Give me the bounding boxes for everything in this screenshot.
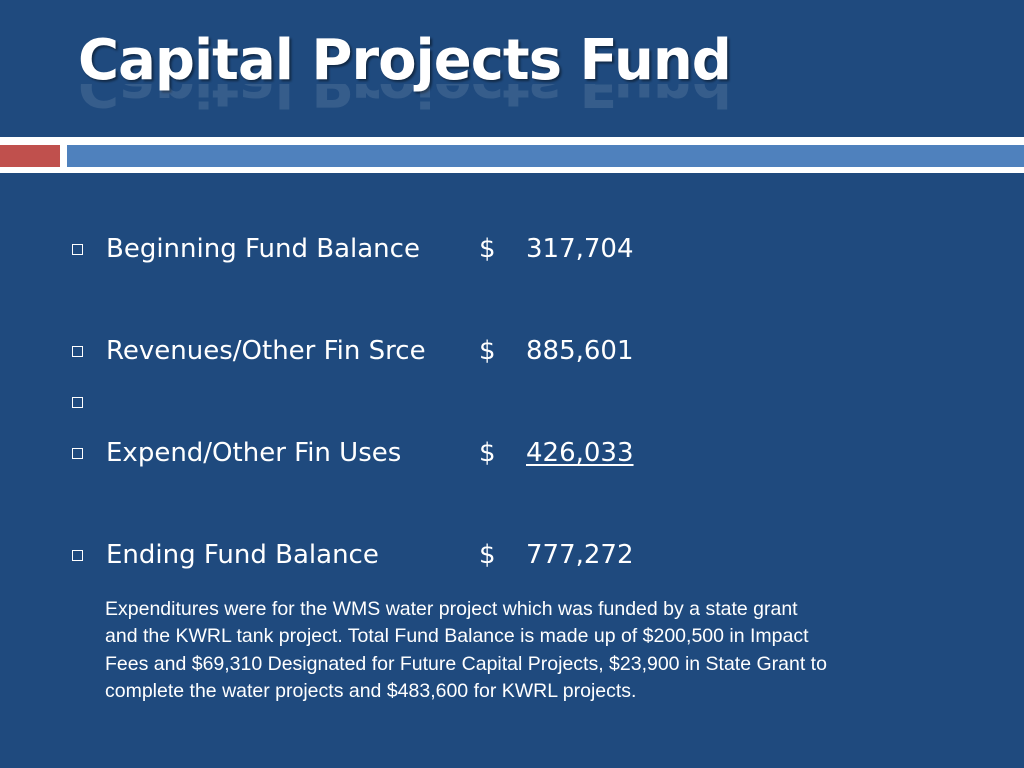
- divider-line-bottom: [0, 169, 1024, 173]
- list-item-empty: [72, 384, 772, 424]
- item-currency: $: [479, 234, 496, 264]
- hollow-square-bullet-icon: [72, 397, 83, 408]
- title-area: Capital Projects Fund Capital Projects F…: [78, 28, 778, 128]
- list-item-revenues: Revenues/Other Fin Srce $ 885,601: [72, 333, 772, 373]
- hollow-square-bullet-icon: [72, 346, 83, 357]
- item-currency: $: [479, 540, 496, 570]
- divider-line-top: [0, 137, 1024, 142]
- hollow-square-bullet-icon: [72, 550, 83, 561]
- slide-title: Capital Projects Fund: [78, 28, 732, 93]
- item-label: Revenues/Other Fin Srce: [106, 336, 426, 366]
- item-value: 426,033: [526, 438, 634, 468]
- item-label: Expend/Other Fin Uses: [106, 438, 402, 468]
- item-label: Beginning Fund Balance: [106, 234, 420, 264]
- item-value: 885,601: [526, 336, 634, 366]
- list-item-expenditures: Expend/Other Fin Uses $ 426,033: [72, 435, 772, 475]
- list-item-ending-balance: Ending Fund Balance $ 777,272: [72, 537, 772, 577]
- item-value: 317,704: [526, 234, 634, 264]
- explanatory-note: Expenditures were for the WMS water proj…: [105, 598, 827, 703]
- item-currency: $: [479, 438, 496, 468]
- list-item-beginning-balance: Beginning Fund Balance $ 317,704: [72, 231, 772, 271]
- hollow-square-bullet-icon: [72, 244, 83, 255]
- divider-red-accent: [0, 145, 60, 167]
- item-label: Ending Fund Balance: [106, 540, 379, 570]
- item-currency: $: [479, 336, 496, 366]
- hollow-square-bullet-icon: [72, 448, 83, 459]
- item-value: 777,272: [526, 540, 634, 570]
- divider-blue-bar: [67, 145, 1024, 167]
